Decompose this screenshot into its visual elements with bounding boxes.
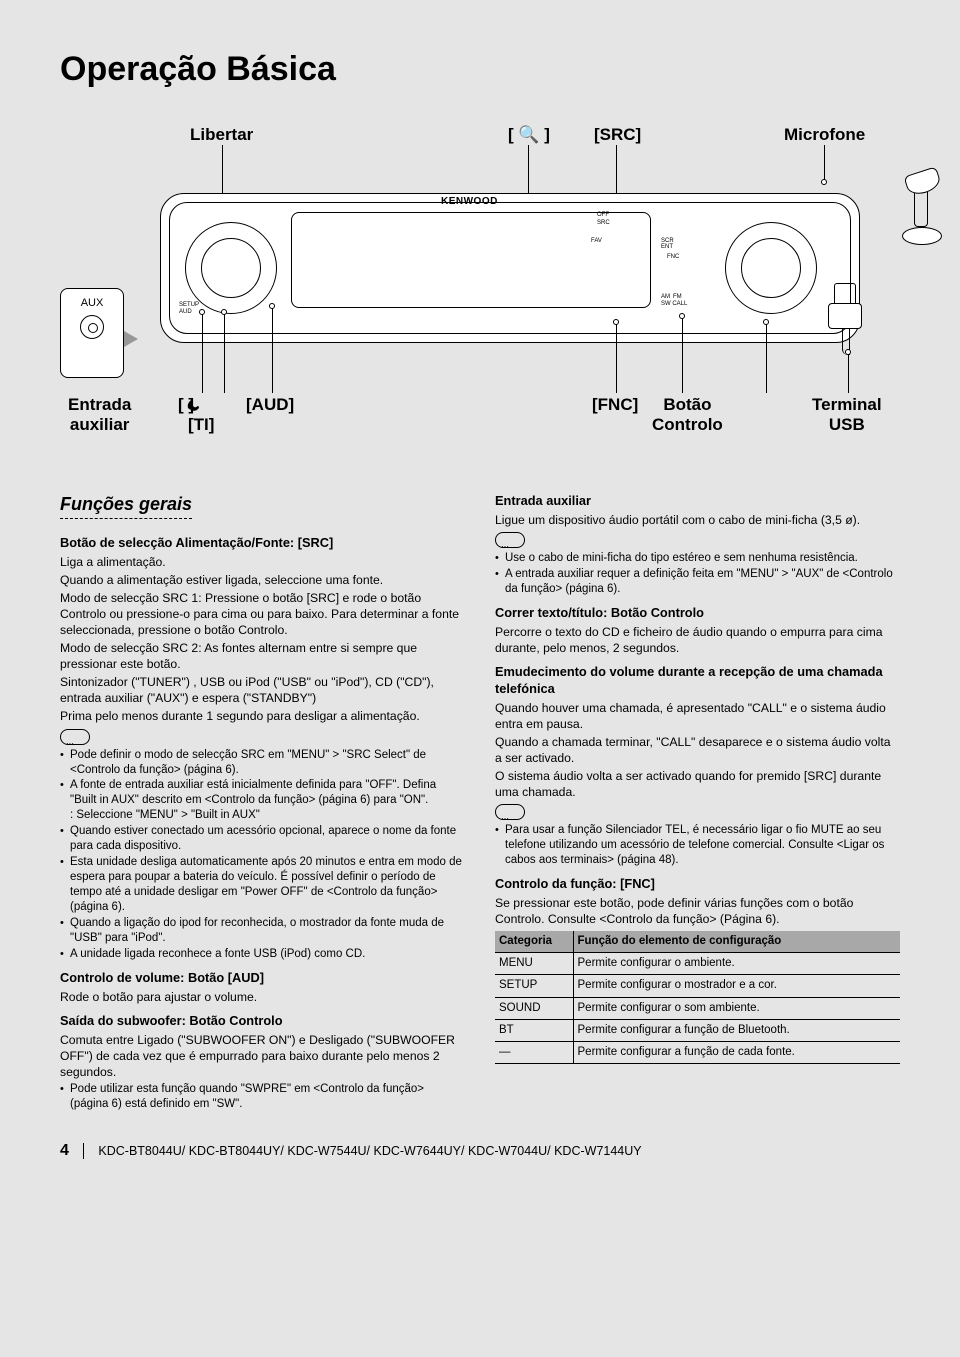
table-row: BTPermite configurar a função de Bluetoo… — [495, 1019, 900, 1041]
label-phone: [ ] — [178, 395, 194, 415]
bullet-list: Use o cabo de mini-ficha do tipo estéreo… — [495, 551, 900, 597]
heading-volume: Controlo de volume: Botão [AUD] — [60, 970, 465, 987]
list-item: Pode utilizar esta função quando "SWPRE"… — [60, 1082, 465, 1112]
list-item: A unidade ligada reconhece a fonte USB (… — [60, 947, 465, 962]
para: Quando houver uma chamada, é apresentado… — [495, 700, 900, 732]
table-row: MENUPermite configurar o ambiente. — [495, 953, 900, 975]
list-item: Pode definir o modo de selecção SRC em "… — [60, 748, 465, 778]
label-microfone: Microfone — [784, 125, 865, 145]
phone-icon — [186, 398, 202, 412]
para: O sistema áudio volta a ser activado qua… — [495, 768, 900, 800]
aux-jack-box: AUX — [60, 288, 124, 378]
label-src: [SRC] — [594, 125, 641, 145]
aux-arrow-icon — [124, 331, 138, 347]
heading-fnc: Controlo da função: [FNC] — [495, 876, 900, 893]
table-head: Categoria — [495, 931, 573, 953]
heading-emudecimento: Emudecimento do volume durante a recepçã… — [495, 664, 900, 698]
page-footer: 4 KDC-BT8044U/ KDC-BT8044UY/ KDC-W7544U/… — [60, 1142, 900, 1160]
table-head: Função do elemento de configuração — [573, 931, 900, 953]
list-item: A fonte de entrada auxiliar está inicial… — [60, 778, 465, 823]
tiny-setup: SETUP — [179, 302, 199, 308]
heading-subwoofer: Saída do subwoofer: Botão Controlo — [60, 1013, 465, 1030]
funcoes-gerais-heading: Funções gerais — [60, 493, 192, 519]
aux-label: AUX — [61, 297, 123, 309]
list-item: Para usar a função Silenciador TEL, é ne… — [495, 823, 900, 868]
heading-aux: Entrada auxiliar — [495, 493, 900, 510]
para: Se pressionar este botão, pode definir v… — [495, 895, 900, 927]
page-title: Operação Básica — [60, 50, 900, 89]
bullet-list: Pode utilizar esta função quando "SWPRE"… — [60, 1082, 465, 1112]
bullet-list: Pode definir o modo de selecção SRC em "… — [60, 748, 465, 962]
tiny-swcall: SW CALL — [661, 301, 687, 307]
list-item: Quando a ligação do ipod for reconhecida… — [60, 916, 465, 946]
tiny-fav: FAV — [591, 238, 602, 244]
usb-plug-icon — [820, 283, 872, 353]
label-libertar: Libertar — [190, 125, 253, 145]
tiny-fm: FM — [673, 294, 682, 300]
heading-src: Botão de selecção Alimentação/Fonte: [SR… — [60, 535, 465, 552]
para: Modo de selecção SRC 1: Pressione o botã… — [60, 590, 465, 638]
tiny-fnc: FNC — [667, 254, 679, 260]
list-item: Quando estiver conectado um acessório op… — [60, 824, 465, 854]
tiny-am: AM — [661, 294, 670, 300]
list-item: A entrada auxiliar requer a definição fe… — [495, 567, 900, 597]
para: Quando a alimentação estiver ligada, sel… — [60, 572, 465, 588]
model-list: KDC-BT8044U/ KDC-BT8044UY/ KDC-W7544U/ K… — [98, 1144, 641, 1158]
para: Percorre o texto do CD e ficheiro de áud… — [495, 624, 900, 656]
microphone-icon — [896, 171, 950, 245]
radio-body: KENWOOD OFF SRC FNC FAV SCR ENT AM FM SW… — [160, 193, 860, 343]
para: Comuta entre Ligado ("SUBWOOFER ON") e D… — [60, 1032, 465, 1080]
page-number: 4 — [60, 1142, 69, 1160]
heading-correr-texto: Correr texto/título: Botão Controlo — [495, 605, 900, 622]
label-terminal-usb: Terminal USB — [812, 395, 882, 435]
kenwood-logo: KENWOOD — [441, 196, 498, 207]
note-icon: ⋯ — [495, 532, 525, 548]
category-table: Categoria Função do elemento de configur… — [495, 931, 900, 1064]
para: Sintonizador ("TUNER") , USB ou iPod ("U… — [60, 674, 465, 706]
tiny-off: OFF — [597, 212, 609, 218]
radio-diagram: Libertar [ 🔍 ] [SRC] Microfone KENWOOD O… — [60, 113, 900, 473]
label-entrada-aux: Entrada auxiliar — [68, 395, 131, 435]
para: Quando a chamada terminar, "CALL" desapa… — [495, 734, 900, 766]
left-column: Funções gerais Botão de selecção Aliment… — [60, 493, 465, 1118]
para: Ligue um dispositivo áudio portátil com … — [495, 512, 900, 528]
note-icon: ⋯ — [495, 804, 525, 820]
bullet-list: Para usar a função Silenciador TEL, é ne… — [495, 823, 900, 868]
para: Modo de selecção SRC 2: As fontes altern… — [60, 640, 465, 672]
label-fnc: [FNC] — [592, 395, 638, 415]
label-search-btn: [ 🔍 ] — [508, 125, 550, 145]
label-botao-controlo: Botão Controlo — [652, 395, 723, 435]
right-column: Entrada auxiliar Ligue um dispositivo áu… — [495, 493, 900, 1118]
aux-jack-icon — [80, 315, 104, 339]
para: Liga a alimentação. — [60, 554, 465, 570]
note-icon: ⋯ — [60, 729, 90, 745]
tiny-ent: ENT — [661, 244, 673, 250]
radio-display — [291, 212, 651, 308]
table-row: SETUPPermite configurar o mostrador e a … — [495, 975, 900, 997]
para: Prima pelo menos durante 1 segundo para … — [60, 708, 465, 724]
label-ti: [TI] — [188, 415, 214, 435]
tiny-src: SRC — [597, 220, 610, 226]
para: Rode o botão para ajustar o volume. — [60, 989, 465, 1005]
table-row: SOUNDPermite configurar o som ambiente. — [495, 997, 900, 1019]
label-aud: [AUD] — [246, 395, 294, 415]
list-item: Use o cabo de mini-ficha do tipo estéreo… — [495, 551, 900, 566]
list-item: Esta unidade desliga automaticamente apó… — [60, 855, 465, 915]
tiny-aud: AUD — [179, 309, 192, 315]
table-row: —Permite configurar a função de cada fon… — [495, 1041, 900, 1063]
